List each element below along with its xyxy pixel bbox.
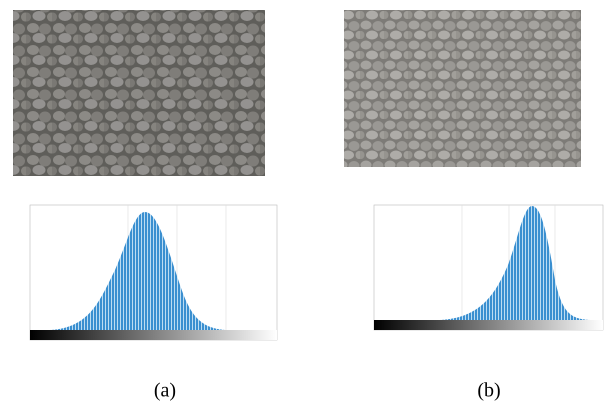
colorbar [30,330,277,340]
caption: (a) [154,380,176,402]
histogram-b [373,204,604,331]
photo-a [13,10,265,176]
histogram-shape [50,212,225,330]
histogram-a [29,204,278,341]
colorbar [374,320,603,330]
photo-b [344,10,581,167]
caption: (b) [477,380,500,402]
histogram-shape [440,206,590,320]
